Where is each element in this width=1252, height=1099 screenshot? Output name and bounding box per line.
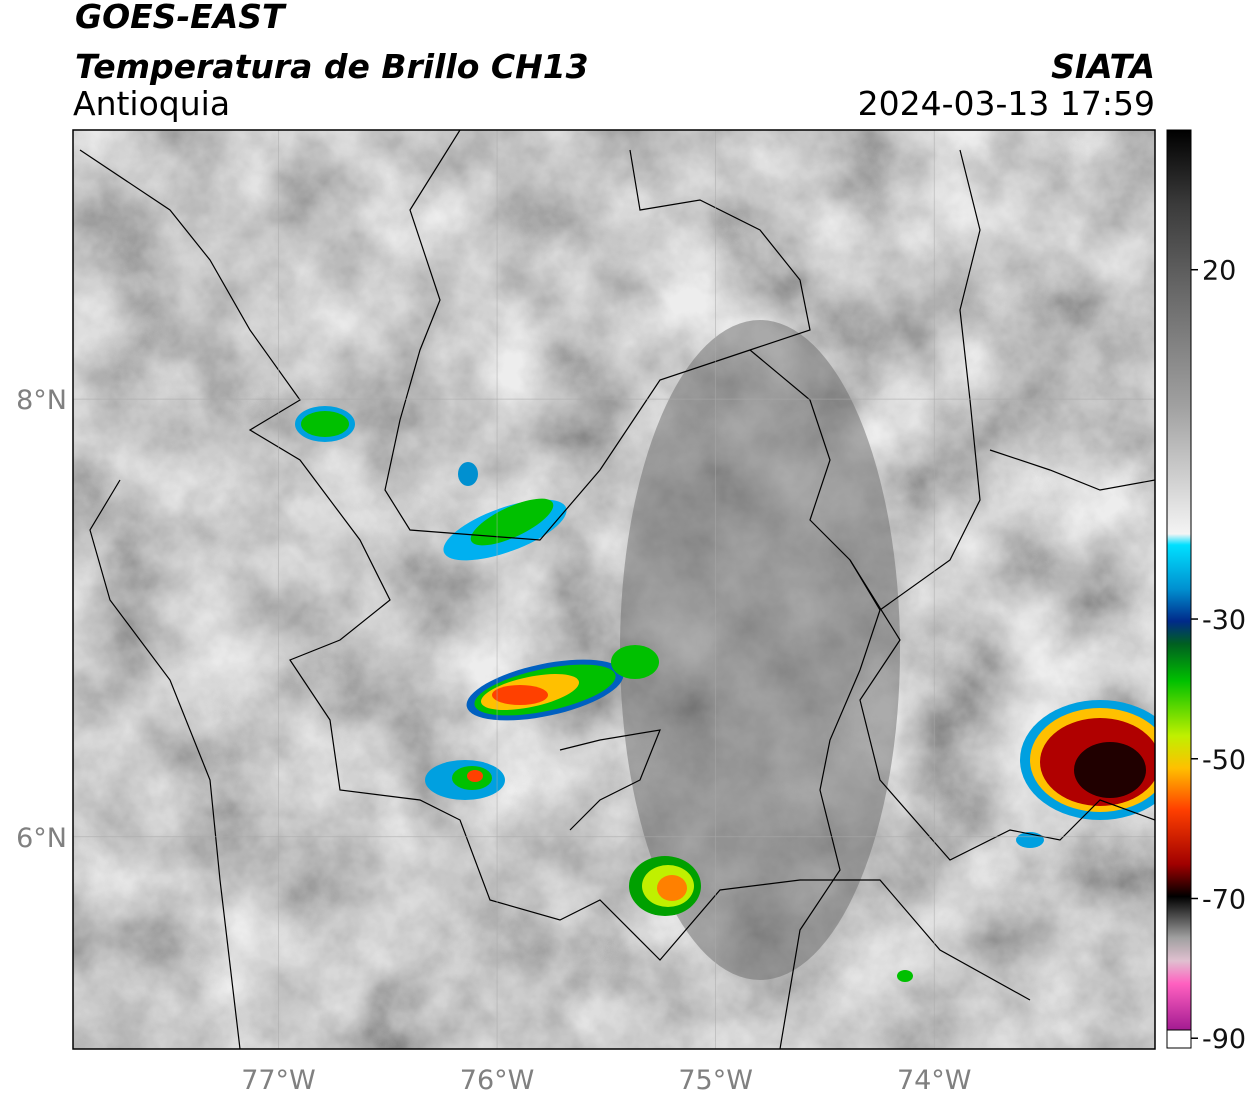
x-tick-label: 77°W xyxy=(241,1065,316,1096)
y-tick-label: 8°N xyxy=(16,385,67,416)
colorbar-tick-label: -30 xyxy=(1202,605,1246,636)
storm-cells xyxy=(295,406,1155,982)
colorbar-tick-label: -90 xyxy=(1202,1024,1246,1055)
borders xyxy=(79,130,1155,1049)
colorbar-tick-label: -50 xyxy=(1202,745,1246,776)
x-tick-label: 74°W xyxy=(897,1065,972,1096)
graticule xyxy=(73,130,1155,1049)
colorbar-extension xyxy=(1166,1029,1192,1049)
valley-shade xyxy=(620,320,900,980)
colorbar-tick-label: -70 xyxy=(1202,884,1246,915)
y-tick-label: 6°N xyxy=(16,823,67,854)
map-frame xyxy=(72,129,1156,1050)
datetime: 2024-03-13 17:59 xyxy=(858,84,1155,123)
colorbar xyxy=(1166,129,1192,1049)
source: SIATA xyxy=(1051,47,1155,86)
satellite-image xyxy=(73,130,1155,1049)
cloud-texture xyxy=(73,130,1155,1049)
subtitle: Temperatura de Brillo CH13 xyxy=(75,47,589,86)
x-tick-label: 76°W xyxy=(460,1065,535,1096)
x-tick-label: 75°W xyxy=(678,1065,753,1096)
title: GOES-EAST xyxy=(75,0,287,36)
region: Antioquia xyxy=(73,84,230,123)
colorbar-tick-label: 20 xyxy=(1202,256,1236,287)
